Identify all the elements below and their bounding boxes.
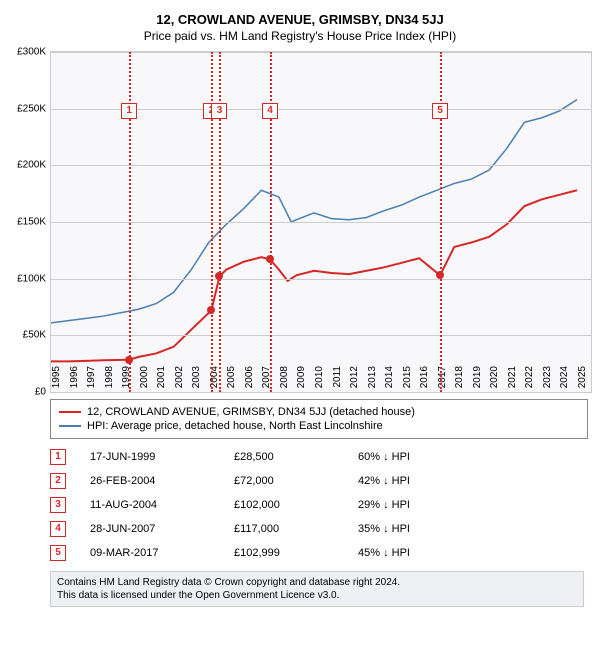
y-axis-label: £200K xyxy=(17,160,46,171)
row-marker: 4 xyxy=(50,521,66,537)
chart-subtitle: Price paid vs. HM Land Registry's House … xyxy=(10,29,590,43)
x-axis-label: 2003 xyxy=(191,366,202,396)
x-axis-label: 2009 xyxy=(296,366,307,396)
x-axis-label: 2011 xyxy=(332,366,343,396)
x-axis-label: 2019 xyxy=(472,366,483,396)
chart-title: 12, CROWLAND AVENUE, GRIMSBY, DN34 5JJ xyxy=(10,12,590,27)
x-axis-label: 2015 xyxy=(402,366,413,396)
table-row: 5 09-MAR-2017 £102,999 45% ↓ HPI xyxy=(50,541,570,565)
x-axis-label: 2018 xyxy=(454,366,465,396)
x-axis-label: 1996 xyxy=(69,366,80,396)
legend-swatch xyxy=(59,425,81,427)
row-date: 28-JUN-2007 xyxy=(90,523,210,535)
row-delta: 35% ↓ HPI xyxy=(358,523,478,535)
x-axis-label: 2021 xyxy=(507,366,518,396)
row-date: 09-MAR-2017 xyxy=(90,547,210,559)
x-axis-label: 1998 xyxy=(104,366,115,396)
x-axis-label: 2023 xyxy=(542,366,553,396)
x-axis-label: 2001 xyxy=(156,366,167,396)
x-axis-label: 2006 xyxy=(244,366,255,396)
footer-line: This data is licensed under the Open Gov… xyxy=(57,589,577,602)
row-marker: 5 xyxy=(50,545,66,561)
row-price: £102,000 xyxy=(234,499,334,511)
x-axis-label: 2020 xyxy=(489,366,500,396)
legend-item-property: 12, CROWLAND AVENUE, GRIMSBY, DN34 5JJ (… xyxy=(59,406,579,418)
row-price: £28,500 xyxy=(234,451,334,463)
x-axis-label: 2000 xyxy=(139,366,150,396)
row-price: £72,000 xyxy=(234,475,334,487)
legend-item-hpi: HPI: Average price, detached house, Nort… xyxy=(59,420,579,432)
table-row: 1 17-JUN-1999 £28,500 60% ↓ HPI xyxy=(50,445,570,469)
x-axis-label: 2025 xyxy=(577,366,588,396)
footer-line: Contains HM Land Registry data © Crown c… xyxy=(57,576,577,589)
sales-table: 1 17-JUN-1999 £28,500 60% ↓ HPI 2 26-FEB-2004… xyxy=(50,445,570,565)
x-axis-label: 2014 xyxy=(384,366,395,396)
row-delta: 45% ↓ HPI xyxy=(358,547,478,559)
legend-label: 12, CROWLAND AVENUE, GRIMSBY, DN34 5JJ (… xyxy=(87,406,415,418)
row-delta: 60% ↓ HPI xyxy=(358,451,478,463)
row-date: 26-FEB-2004 xyxy=(90,475,210,487)
y-axis-label: £50K xyxy=(23,330,46,341)
table-row: 2 26-FEB-2004 £72,000 42% ↓ HPI xyxy=(50,469,570,493)
x-axis-label: 2008 xyxy=(279,366,290,396)
sale-marker: 4 xyxy=(262,103,278,119)
table-row: 4 28-JUN-2007 £117,000 35% ↓ HPI xyxy=(50,517,570,541)
row-delta: 29% ↓ HPI xyxy=(358,499,478,511)
y-axis-label: £150K xyxy=(17,217,46,228)
row-delta: 42% ↓ HPI xyxy=(358,475,478,487)
row-date: 17-JUN-1999 xyxy=(90,451,210,463)
legend-swatch xyxy=(59,411,81,413)
sale-marker: 5 xyxy=(432,103,448,119)
row-marker: 3 xyxy=(50,497,66,513)
y-axis-label: £100K xyxy=(17,273,46,284)
x-axis-label: 2012 xyxy=(349,366,360,396)
x-axis-label: 1995 xyxy=(51,366,62,396)
row-marker: 2 xyxy=(50,473,66,489)
row-marker: 1 xyxy=(50,449,66,465)
x-axis-label: 2002 xyxy=(174,366,185,396)
chart-container: 12, CROWLAND AVENUE, GRIMSBY, DN34 5JJ P… xyxy=(10,12,590,607)
row-price: £117,000 xyxy=(234,523,334,535)
table-row: 3 11-AUG-2004 £102,000 29% ↓ HPI xyxy=(50,493,570,517)
plot-area: £0£50K£100K£150K£200K£250K£300K199519961… xyxy=(50,51,592,393)
x-axis-label: 2022 xyxy=(524,366,535,396)
legend-label: HPI: Average price, detached house, Nort… xyxy=(87,420,383,432)
y-axis-label: £250K xyxy=(17,103,46,114)
x-axis-label: 2013 xyxy=(367,366,378,396)
y-axis-label: £0 xyxy=(35,387,46,398)
legend: 12, CROWLAND AVENUE, GRIMSBY, DN34 5JJ (… xyxy=(50,399,588,439)
x-axis-label: 2024 xyxy=(559,366,570,396)
y-axis-label: £300K xyxy=(17,47,46,58)
x-axis-label: 2016 xyxy=(419,366,430,396)
x-axis-label: 2017 xyxy=(437,366,448,396)
sale-marker: 3 xyxy=(211,103,227,119)
x-axis-label: 2004 xyxy=(209,366,220,396)
x-axis-label: 2010 xyxy=(314,366,325,396)
row-date: 11-AUG-2004 xyxy=(90,499,210,511)
x-axis-label: 1997 xyxy=(86,366,97,396)
row-price: £102,999 xyxy=(234,547,334,559)
footer: Contains HM Land Registry data © Crown c… xyxy=(50,571,584,607)
x-axis-label: 2005 xyxy=(226,366,237,396)
sale-marker: 1 xyxy=(121,103,137,119)
